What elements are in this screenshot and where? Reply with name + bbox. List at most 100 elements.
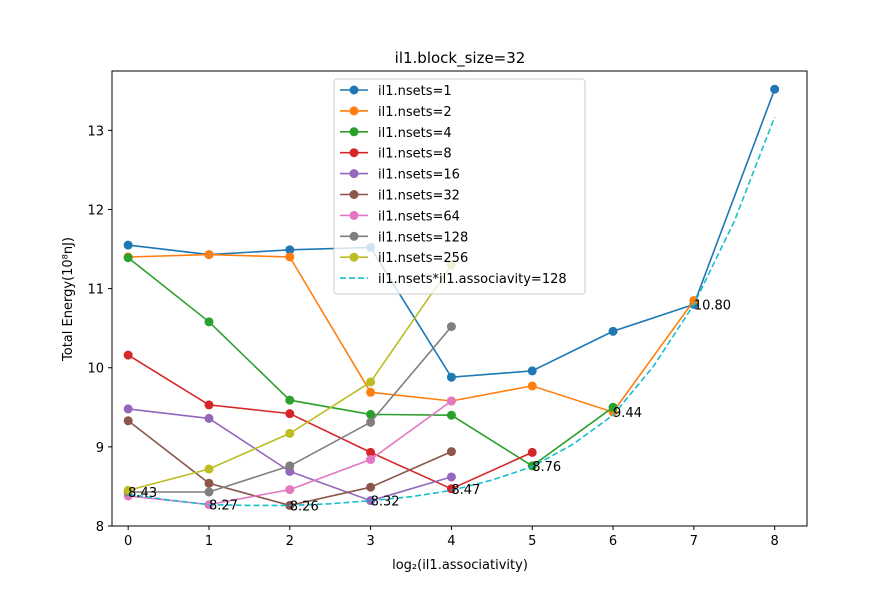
legend-marker [349,231,359,241]
legend-label: il1.nsets=4 [378,126,452,141]
data-point [285,428,295,438]
legend-entry: il1.nsets=2 [340,105,452,120]
legend-marker [349,252,359,262]
legend: il1.nsets=1 il1.nsets=2 il1.nsets=4 il1.nse… [333,78,586,295]
x-tick-label: 2 [286,534,294,549]
data-point [123,416,133,426]
legend-marker [349,190,359,199]
series-line [127,354,533,490]
data-point [123,240,133,250]
annotation-label: 10.80 [694,298,731,313]
data-point [446,410,456,420]
legend-label: il1.nsets=256 [378,251,468,266]
x-tick-label: 0 [124,534,132,549]
data-point [366,387,376,397]
x-tick-label: 6 [609,534,617,549]
legend-marker [349,169,359,179]
data-point [204,250,214,260]
data-point [204,478,214,488]
chart-title: il1.block_size=32 [395,49,526,68]
annotation-label: 8.76 [532,460,561,475]
legend-entry: il1.nsets=1 [340,84,452,99]
x-axis-label: log₂(il1.associativity) [392,558,528,573]
y-tick-label: 10 [87,362,104,377]
legend-entry: il1.nsets=8 [340,147,452,162]
y-tick-label: 13 [87,124,104,139]
x-tick-label: 1 [205,534,213,549]
x-tick-label: 7 [690,534,698,549]
legend-entry: il1.nsets*il1.associavity=128 [340,272,567,287]
x-tick-label: 8 [771,534,779,549]
y-axis-label: Total Energy(10⁸nJ) [61,237,76,362]
data-point [123,350,133,360]
legend-entry: il1.nsets=16 [340,168,460,183]
data-point [123,253,133,263]
legend-label: il1.nsets=128 [378,230,468,245]
data-point [204,400,214,410]
data-point [446,484,456,494]
data-point [204,413,214,423]
y-axis-ticks: 8 9 10 11 12 13 [87,124,112,535]
plot-frame [111,70,808,527]
legend-label: il1.nsets*il1.associavity=128 [378,272,567,287]
legend-label: il1.nsets=2 [378,105,452,120]
series-il1-nsets-il1-associavity-128 [128,116,776,507]
legend-entry: il1.nsets=256 [340,251,468,266]
series-line [128,253,695,414]
series-line [128,116,776,507]
data-point [285,395,295,405]
data-point [204,464,214,474]
data-point [446,472,456,482]
series-il1-nsets-4 [123,253,618,471]
series-il1-nsets-8 [123,350,537,494]
series-il1-nsets-16 [123,404,456,506]
legend-label: il1.nsets=32 [378,189,460,204]
data-point [608,402,618,412]
legend-label: il1.nsets=8 [378,147,452,162]
legend-label: il1.nsets=64 [378,209,460,224]
data-point [285,409,295,419]
legend-entry: il1.nsets=32 [340,189,460,204]
data-point [123,485,133,495]
data-point [527,381,537,391]
legend-label: il1.nsets=16 [378,168,460,183]
x-axis-ticks: 0 1 2 3 4 5 6 7 8 [124,526,779,549]
data-point [446,396,456,406]
data-point [446,322,456,332]
legend-marker [349,210,359,220]
legend-label: il1.nsets=1 [378,84,452,99]
annotation-label: 9.44 [613,406,642,421]
annotation-layer: 8.43 8.27 8.26 8.32 8.47 8.76 9.44 10.80 [128,298,731,514]
data-point [123,404,133,414]
annotation-label: 8.32 [371,495,400,510]
data-point [204,487,214,497]
legend-entry: il1.nsets=64 [340,209,460,224]
data-point [366,377,376,387]
series-il1-nsets-1 [123,84,780,382]
legend-box [333,78,586,295]
annotation-label: 8.43 [128,486,157,501]
y-tick-label: 11 [87,283,104,298]
data-point [285,245,295,255]
annotation-label: 8.47 [451,483,480,498]
legend-marker [349,148,359,158]
data-point [285,461,295,471]
data-point [366,417,376,427]
x-tick-label: 4 [447,534,455,549]
data-point [366,455,376,465]
legend-marker [349,106,359,116]
legend-marker [349,127,359,137]
x-tick-label: 3 [366,534,374,549]
data-point [446,372,456,382]
data-point [527,447,537,457]
data-point [446,447,456,457]
y-tick-label: 12 [87,203,104,218]
data-point [770,84,780,94]
y-tick-label: 8 [96,520,104,535]
data-point [366,409,376,419]
y-tick-label: 9 [96,441,104,456]
annotation-label: 8.26 [290,499,319,514]
legend-marker [349,85,359,95]
data-point [527,366,537,376]
